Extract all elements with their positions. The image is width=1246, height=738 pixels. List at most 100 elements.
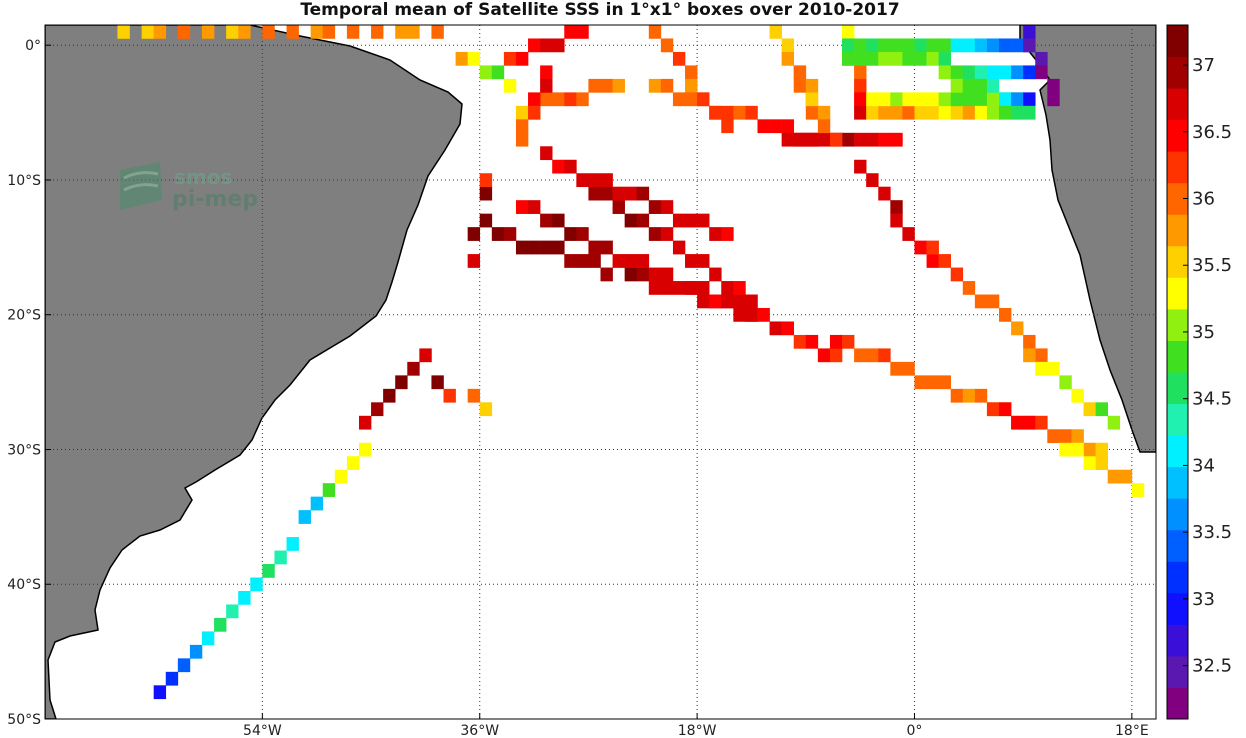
sss-cell bbox=[540, 240, 553, 255]
sss-cell bbox=[612, 78, 625, 93]
sss-cell bbox=[636, 254, 650, 268]
sss-cell bbox=[829, 348, 843, 363]
sss-cell bbox=[600, 78, 613, 93]
sss-cell bbox=[407, 361, 420, 376]
sss-cell bbox=[1011, 92, 1024, 107]
sss-cell bbox=[1023, 65, 1036, 80]
sss-cell bbox=[817, 132, 831, 147]
colorbar-segment bbox=[1167, 340, 1188, 373]
sss-cell bbox=[1011, 65, 1024, 80]
sss-cell bbox=[697, 213, 710, 228]
sss-cell bbox=[805, 334, 819, 349]
sss-cell bbox=[1071, 388, 1084, 403]
sss-cell bbox=[540, 38, 553, 53]
sss-cell bbox=[878, 186, 891, 201]
sss-cell bbox=[346, 25, 360, 39]
sss-cell bbox=[745, 307, 758, 322]
sss-cell bbox=[117, 25, 130, 39]
sss-cell bbox=[938, 65, 952, 80]
sss-cell bbox=[1095, 402, 1108, 417]
colorbar-segment bbox=[1167, 529, 1188, 562]
sss-cell bbox=[648, 227, 662, 241]
sss-cell bbox=[576, 25, 589, 39]
sss-cell bbox=[962, 65, 976, 80]
sss-cell bbox=[854, 38, 867, 53]
sss-cell bbox=[950, 65, 964, 80]
colorbar-segment bbox=[1167, 88, 1188, 121]
colorbar-segment bbox=[1167, 561, 1188, 594]
y-tick-label: 50°S bbox=[7, 712, 41, 728]
sss-cell bbox=[709, 105, 722, 120]
sss-cell bbox=[962, 38, 976, 53]
sss-cell bbox=[914, 375, 927, 390]
sss-cell bbox=[974, 92, 988, 107]
sss-cell bbox=[793, 334, 807, 349]
colorbar-segment bbox=[1167, 25, 1188, 58]
sss-cell bbox=[854, 92, 867, 107]
sss-cell bbox=[479, 402, 493, 417]
sss-cell bbox=[528, 200, 541, 214]
sss-cell bbox=[1047, 429, 1060, 444]
sss-cell bbox=[371, 402, 384, 417]
sss-cell bbox=[346, 456, 360, 470]
sss-cell bbox=[721, 281, 734, 295]
sss-cell bbox=[938, 92, 952, 107]
sss-cell bbox=[310, 25, 324, 39]
sss-cell bbox=[612, 200, 625, 214]
sss-cell bbox=[854, 78, 867, 93]
sss-cell bbox=[310, 496, 324, 511]
sss-cell bbox=[1047, 92, 1060, 107]
sss-cell bbox=[793, 65, 807, 80]
sss-cell bbox=[999, 65, 1012, 80]
sss-cell bbox=[528, 38, 541, 53]
sss-cell bbox=[938, 51, 952, 66]
sss-cell bbox=[986, 294, 1000, 309]
sss-cell bbox=[564, 25, 577, 39]
sss-cell bbox=[588, 78, 601, 93]
sss-cell bbox=[986, 38, 1000, 53]
sss-cell bbox=[733, 307, 746, 322]
sss-cell bbox=[878, 348, 891, 363]
sss-cell bbox=[890, 51, 903, 66]
colorbar-segment bbox=[1167, 245, 1188, 278]
sss-cell bbox=[866, 348, 879, 363]
sss-cell bbox=[600, 173, 613, 188]
sss-cell bbox=[588, 186, 601, 201]
sss-cell bbox=[902, 105, 915, 120]
sss-cell bbox=[672, 240, 686, 255]
sss-cell bbox=[781, 321, 795, 336]
sss-cell bbox=[371, 25, 384, 39]
colorbar-segment bbox=[1167, 151, 1188, 184]
sss-cell bbox=[842, 38, 855, 53]
sss-cell bbox=[1023, 92, 1036, 107]
sss-cell bbox=[866, 38, 879, 53]
sss-cell bbox=[757, 307, 770, 322]
sss-cell bbox=[431, 375, 444, 390]
sss-cell bbox=[1011, 415, 1024, 430]
sss-cell bbox=[890, 105, 903, 120]
colorbar-tick-label: 35 bbox=[1192, 322, 1215, 343]
y-axis-ticks: 0° 10°S 20°S 30°S 40°S 50°S bbox=[7, 38, 51, 728]
sss-cell bbox=[226, 604, 239, 619]
colorbar-segment bbox=[1167, 466, 1188, 499]
colorbar-tick-label: 36 bbox=[1192, 189, 1215, 210]
sss-cell bbox=[624, 254, 638, 268]
x-tick-label: 18°E bbox=[1115, 723, 1149, 738]
sss-cell bbox=[564, 254, 577, 268]
sss-cell bbox=[974, 294, 988, 309]
sss-cell bbox=[926, 240, 939, 255]
sss-cell bbox=[854, 105, 867, 120]
sss-cell bbox=[938, 38, 952, 53]
sss-cell bbox=[1035, 361, 1048, 376]
sss-cell bbox=[926, 92, 939, 107]
sss-cell bbox=[950, 267, 964, 282]
sss-cell bbox=[1107, 415, 1121, 430]
sss-cell bbox=[866, 92, 879, 107]
sss-cell bbox=[648, 200, 662, 214]
sss-cell bbox=[854, 159, 867, 174]
sss-cell bbox=[672, 51, 686, 66]
sss-cell bbox=[407, 25, 420, 39]
sss-cell bbox=[238, 25, 251, 39]
sss-cell bbox=[914, 92, 927, 107]
sss-cell bbox=[878, 51, 891, 66]
